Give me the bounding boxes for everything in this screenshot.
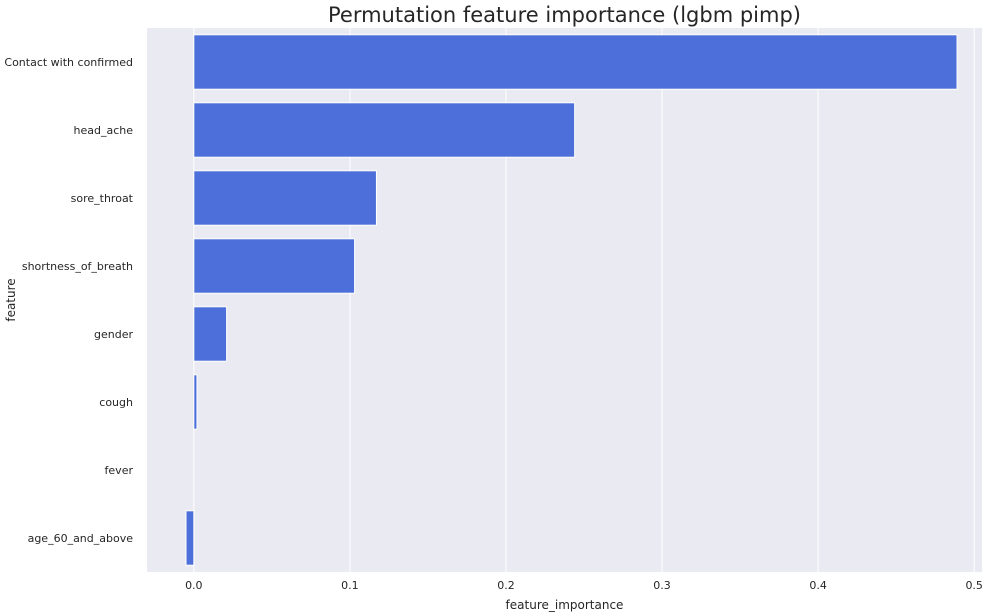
- bar: [193, 238, 356, 294]
- x-axis-ticks: 0.0 0.1 0.2 0.3 0.4 0.5: [185, 579, 983, 592]
- chart-title: Permutation feature importance (lgbm pim…: [328, 3, 801, 27]
- x-tick-label: 0.5: [965, 579, 983, 592]
- y-axis-label: feature: [4, 278, 18, 321]
- bars: [185, 34, 958, 566]
- y-tick-label: sore_throat: [71, 192, 134, 205]
- y-tick-label: fever: [105, 464, 134, 477]
- bar: [185, 510, 195, 566]
- bar: [193, 374, 198, 430]
- x-tick-label: 0.2: [497, 579, 515, 592]
- bar: [193, 102, 576, 158]
- y-axis-ticks: Contact with confirmed head_ache sore_thro…: [4, 56, 133, 545]
- x-tick-label: 0.1: [341, 579, 359, 592]
- y-tick-label: shortness_of_breath: [22, 260, 133, 273]
- bar: [193, 34, 958, 90]
- x-tick-label: 0.0: [185, 579, 203, 592]
- x-tick-label: 0.3: [653, 579, 671, 592]
- y-tick-label: age_60_and_above: [28, 532, 134, 545]
- y-tick-label: Contact with confirmed: [4, 56, 133, 69]
- y-tick-label: head_ache: [74, 124, 134, 137]
- x-axis-label: feature_importance: [506, 598, 624, 612]
- bar: [193, 170, 377, 226]
- bar: [193, 306, 228, 362]
- y-tick-label: cough: [99, 396, 133, 409]
- y-tick-label: gender: [94, 328, 133, 341]
- x-tick-label: 0.4: [809, 579, 827, 592]
